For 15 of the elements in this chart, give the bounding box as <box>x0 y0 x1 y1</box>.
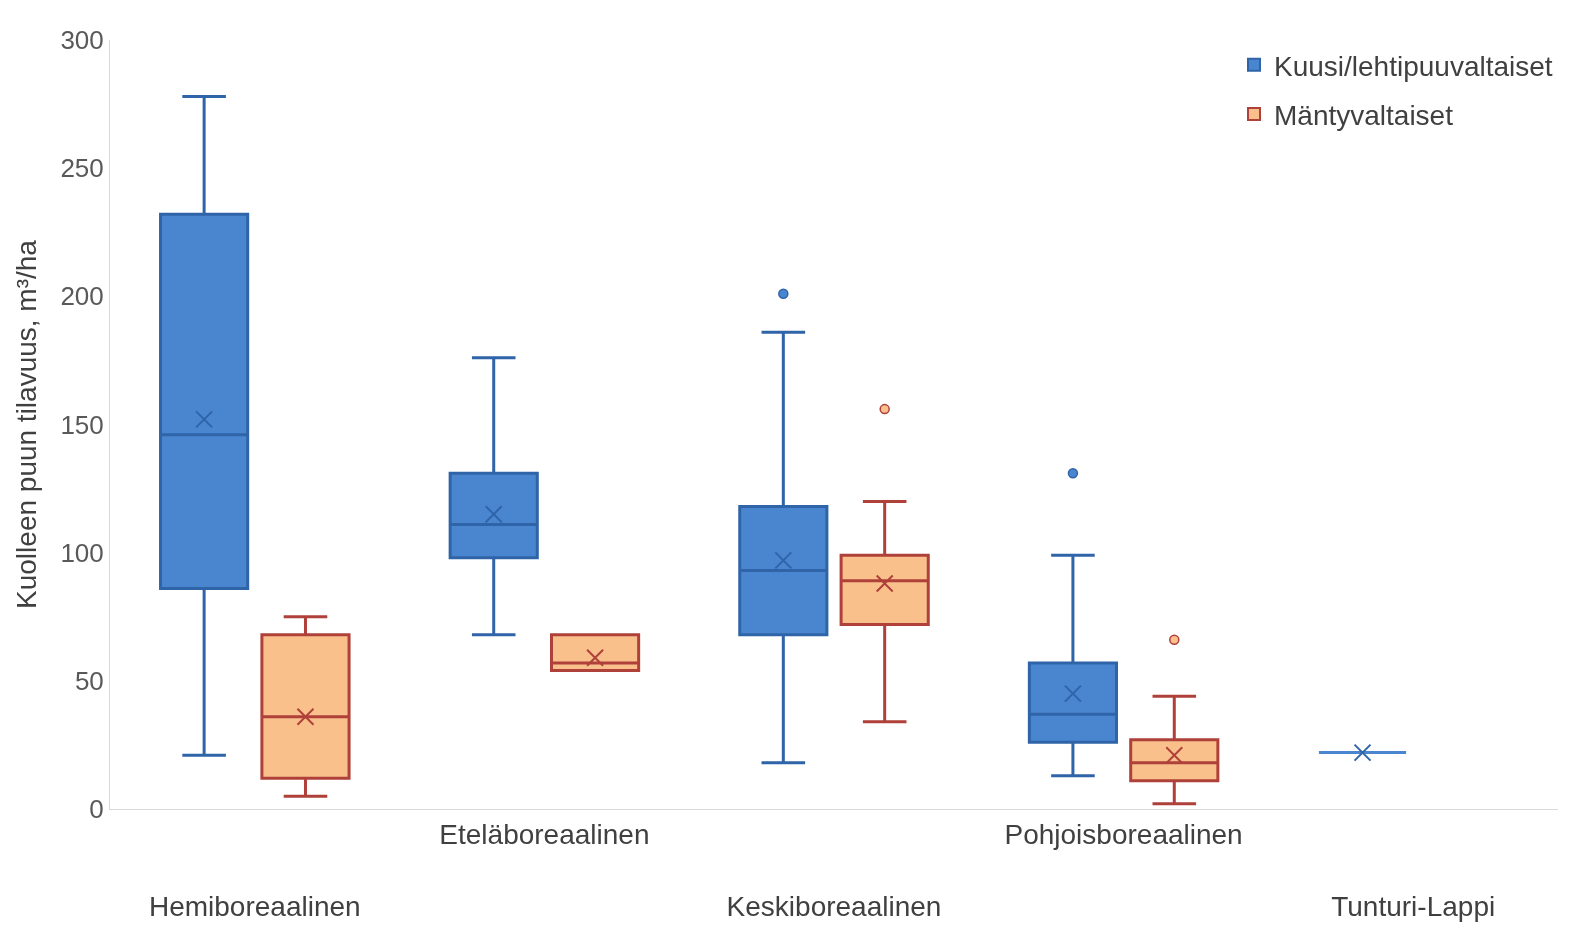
y-tick-label: 300 <box>60 25 104 56</box>
x-tick-label: Pohjoisboreaalinen <box>1004 818 1243 850</box>
legend-label: Kuusi/lehtipuuvaltaiset <box>1274 50 1553 82</box>
y-tick-label: 0 <box>89 794 104 825</box>
legend-label: Mäntyvaltaiset <box>1274 100 1454 132</box>
x-tick-label: Keskiboreaalinen <box>726 891 942 923</box>
x-tick-label: Hemiboreaalinen <box>148 891 361 923</box>
y-tick-label: 50 <box>74 665 104 696</box>
y-axis-title: Kuolleen puun tilavuus, m³/ha <box>11 239 43 609</box>
x-tick-label: Tunturi-Lappi <box>1331 891 1496 923</box>
y-tick-label: 200 <box>60 281 104 312</box>
y-tick-label: 100 <box>60 537 104 568</box>
x-tick-label: Eteläboreaalinen <box>439 818 650 850</box>
y-tick-label: 250 <box>60 153 104 184</box>
y-tick-label: 150 <box>60 409 104 440</box>
